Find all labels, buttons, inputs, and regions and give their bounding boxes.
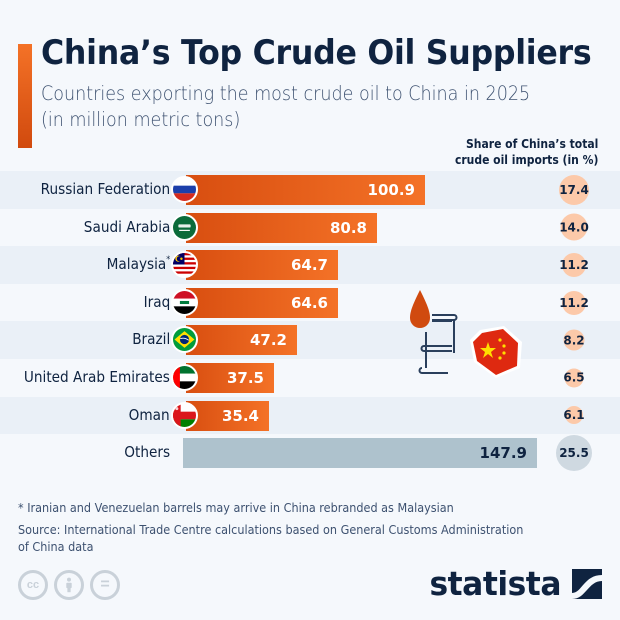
oil-drop-icon <box>410 290 430 328</box>
chart-title: China’s Top Crude Oil Suppliers <box>41 33 592 73</box>
share-bubble: 17.4 <box>559 174 589 205</box>
bar-value: 80.8 <box>329 218 367 237</box>
share-bubble: 6.5 <box>563 368 585 388</box>
share-bubble: 6.1 <box>563 406 585 425</box>
nd-icon-label: = <box>100 576 110 593</box>
others-label: Others <box>124 443 170 462</box>
share-value: 8.2 <box>563 333 585 348</box>
chart-row-others: Others 147.9 25.5 <box>0 434 620 472</box>
source-note: Source: International Trade Centre calcu… <box>18 521 558 555</box>
footnote: * Iranian and Venezuelan barrels may arr… <box>18 500 454 515</box>
chart-row: Oman 35.4 6.1 <box>0 396 620 435</box>
oil-barrel-illustration <box>408 288 528 388</box>
uae-flag-icon <box>171 363 198 391</box>
share-value: 11.2 <box>559 295 589 310</box>
share-value: 17.4 <box>559 182 589 197</box>
share-value: 6.5 <box>563 370 585 385</box>
share-value: 25.5 <box>559 445 589 460</box>
license-icons: cc = <box>18 570 120 600</box>
others-share-bubble: 25.5 <box>556 434 592 471</box>
brazil-flag-icon <box>171 326 198 354</box>
subtitle-line-2: (in million metric tons) <box>41 108 241 131</box>
country-name: Malaysia <box>106 255 167 274</box>
value-bar: 47.2 <box>186 325 297 356</box>
share-bubble: 14.0 <box>559 213 589 241</box>
chart-subtitle: Countries exporting the most crude oil t… <box>41 81 530 133</box>
source-line-1: Source: International Trade Centre calcu… <box>18 522 524 537</box>
chart-row: Iraq 64.6 11.2 <box>0 284 620 322</box>
bar-value: 47.2 <box>249 331 287 350</box>
chart-row: United Arab Emirates 37.5 6.5 <box>0 359 620 397</box>
country-label: Oman <box>128 405 170 424</box>
no-derivatives-icon[interactable]: = <box>90 570 120 600</box>
subtitle-line-1: Countries exporting the most crude oil t… <box>41 82 531 105</box>
value-bar: 37.5 <box>186 362 274 393</box>
bar-value: 64.7 <box>290 256 328 275</box>
russia-flag-icon <box>171 176 198 203</box>
country-label: Saudi Arabia <box>83 217 170 236</box>
share-value: 11.2 <box>559 257 589 272</box>
share-header-line-1: Share of China’s total <box>465 137 598 151</box>
value-bar: 64.6 <box>186 287 338 318</box>
statista-logo-mark-icon <box>572 568 602 599</box>
country-label: Russian Federation <box>40 180 170 198</box>
bar-value: 35.4 <box>221 406 259 425</box>
value-bar: 64.7 <box>186 250 338 281</box>
malaysia-flag-icon <box>171 251 198 279</box>
chart-row: Russian Federation 100.9 17.4 <box>0 171 620 209</box>
value-bar: 35.4 <box>186 400 269 431</box>
chart-row: Malaysia* 64.7 11.2 <box>0 246 620 284</box>
iraq-flag-icon <box>171 288 198 316</box>
title-accent-bar <box>18 44 32 148</box>
share-bubble: 11.2 <box>559 252 589 277</box>
oman-flag-icon <box>171 401 198 429</box>
share-bubble: 11.2 <box>559 290 589 315</box>
saudi-arabia-flag-icon <box>171 213 198 241</box>
country-label: United Arab Emirates <box>24 367 170 386</box>
share-value: 14.0 <box>559 220 589 235</box>
barrel-icon <box>418 314 458 374</box>
value-bar: 100.9 <box>186 175 425 205</box>
share-bubble: 8.2 <box>563 329 585 351</box>
bar-value: 100.9 <box>367 181 415 199</box>
share-header-line-2: crude oil imports (in %) <box>454 153 598 167</box>
attribution-icon[interactable] <box>54 570 84 600</box>
logo-text: statista <box>428 564 561 603</box>
statista-logo[interactable]: statista <box>426 564 602 603</box>
bar-value: 64.6 <box>290 293 328 312</box>
country-label: Brazil <box>131 330 170 349</box>
share-value: 6.1 <box>563 408 585 423</box>
others-bar: 147.9 <box>183 438 537 469</box>
chart-row: Saudi Arabia 80.8 14.0 <box>0 209 620 247</box>
country-label: Iraq <box>143 292 170 311</box>
bar-value: 37.5 <box>226 368 264 387</box>
share-column-header: Share of China’s total crude oil imports… <box>455 136 598 168</box>
source-line-2: of China data <box>18 539 94 554</box>
value-bar: 80.8 <box>186 212 377 243</box>
country-label: Malaysia* <box>106 246 170 284</box>
cc-icon[interactable]: cc <box>18 570 48 600</box>
bar-value: 147.9 <box>479 444 527 463</box>
china-flag-icon <box>470 326 522 378</box>
cc-icon-label: cc <box>26 579 40 591</box>
chart-rows: Russian Federation 100.9 17.4 Saudi Arab… <box>0 171 620 472</box>
footnote-marker: * <box>166 255 170 266</box>
